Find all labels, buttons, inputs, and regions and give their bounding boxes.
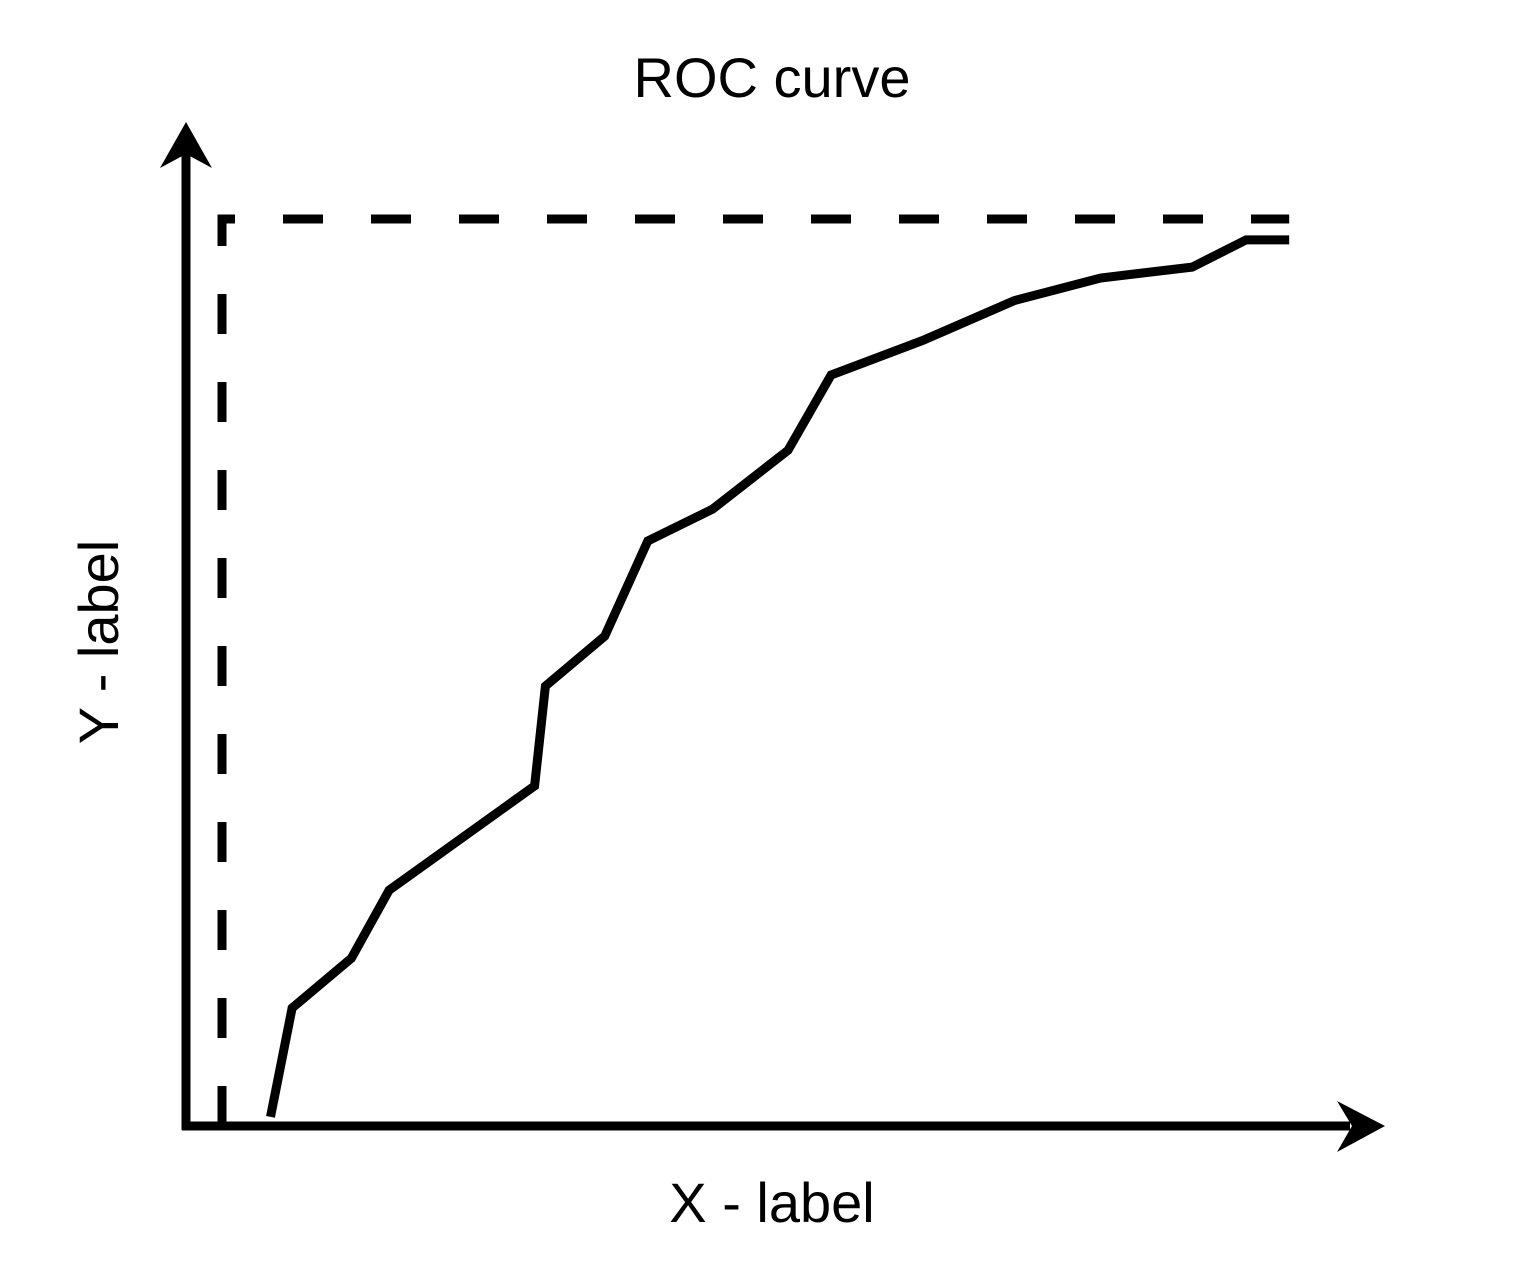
x-axis-arrow — [1337, 1101, 1385, 1152]
x-axis-label: X - label — [669, 1171, 874, 1234]
roc-curve-line — [266, 235, 1290, 1118]
y-axis-label: Y - label — [67, 540, 130, 744]
series-layer — [217, 214, 1290, 1126]
chart-title: ROC curve — [634, 46, 911, 109]
y-axis-arrow — [160, 122, 212, 168]
reference-dashed-line — [217, 214, 1290, 1126]
